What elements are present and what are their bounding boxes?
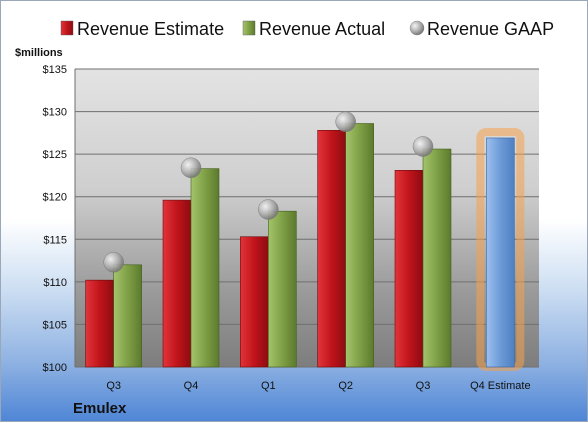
legend-swatch <box>242 20 256 36</box>
plot-area <box>75 69 539 367</box>
x-tick-label: Q2 <box>338 380 353 392</box>
bar-revenue-actual <box>190 168 220 368</box>
bar-revenue-estimate <box>162 199 192 368</box>
y-unit-label: $millions <box>15 47 63 59</box>
plot-background <box>75 69 539 367</box>
legend-label: Revenue GAAP <box>427 19 554 39</box>
axes: $100 $105 $110 $115 $120 $125 $130 $135 Q3 Q4 Q1 Q2… <box>43 64 539 392</box>
marker-revenue-gaap <box>258 199 279 220</box>
bar-revenue-actual <box>268 210 297 368</box>
bar-revenue-estimate <box>85 279 114 368</box>
legend-marker <box>409 20 425 36</box>
y-tick-label: $135 <box>43 64 67 76</box>
legend-label: Revenue Actual <box>259 19 385 39</box>
legend: Revenue Estimate Revenue Actual Revenue GA… <box>60 19 554 39</box>
bar-revenue-actual <box>422 148 452 368</box>
x-tick-label: Q1 <box>261 380 276 392</box>
marker-revenue-gaap <box>180 157 202 179</box>
bar-revenue-estimate <box>317 130 346 368</box>
x-tick-label: Q4 <box>184 380 199 392</box>
y-tick-label: $110 <box>43 277 67 289</box>
bar-revenue-estimate <box>240 236 269 368</box>
bar-revenue-actual <box>113 264 142 368</box>
y-tick-label: $130 <box>43 107 67 119</box>
company-name: Emulex <box>73 400 127 417</box>
y-tick-label: $120 <box>43 192 67 204</box>
marker-revenue-gaap <box>103 252 124 273</box>
legend-label: Revenue Estimate <box>77 19 224 39</box>
x-tick-label: Q3 <box>106 380 121 392</box>
x-tick-label: Q4 Estimate <box>470 380 531 392</box>
bar-q4-estimate <box>486 137 515 368</box>
y-tick-label: $100 <box>43 362 67 374</box>
bar-revenue-actual <box>345 123 374 368</box>
chart-marks <box>85 111 525 371</box>
marker-revenue-gaap <box>412 136 434 157</box>
marker-revenue-gaap <box>335 111 356 133</box>
y-tick-label: $115 <box>43 234 67 246</box>
legend-swatch <box>60 20 74 36</box>
y-tick-label: $105 <box>43 319 67 331</box>
x-tick-label: Q3 <box>416 380 431 392</box>
y-tick-label: $125 <box>43 149 67 161</box>
bar-revenue-estimate <box>394 170 424 368</box>
